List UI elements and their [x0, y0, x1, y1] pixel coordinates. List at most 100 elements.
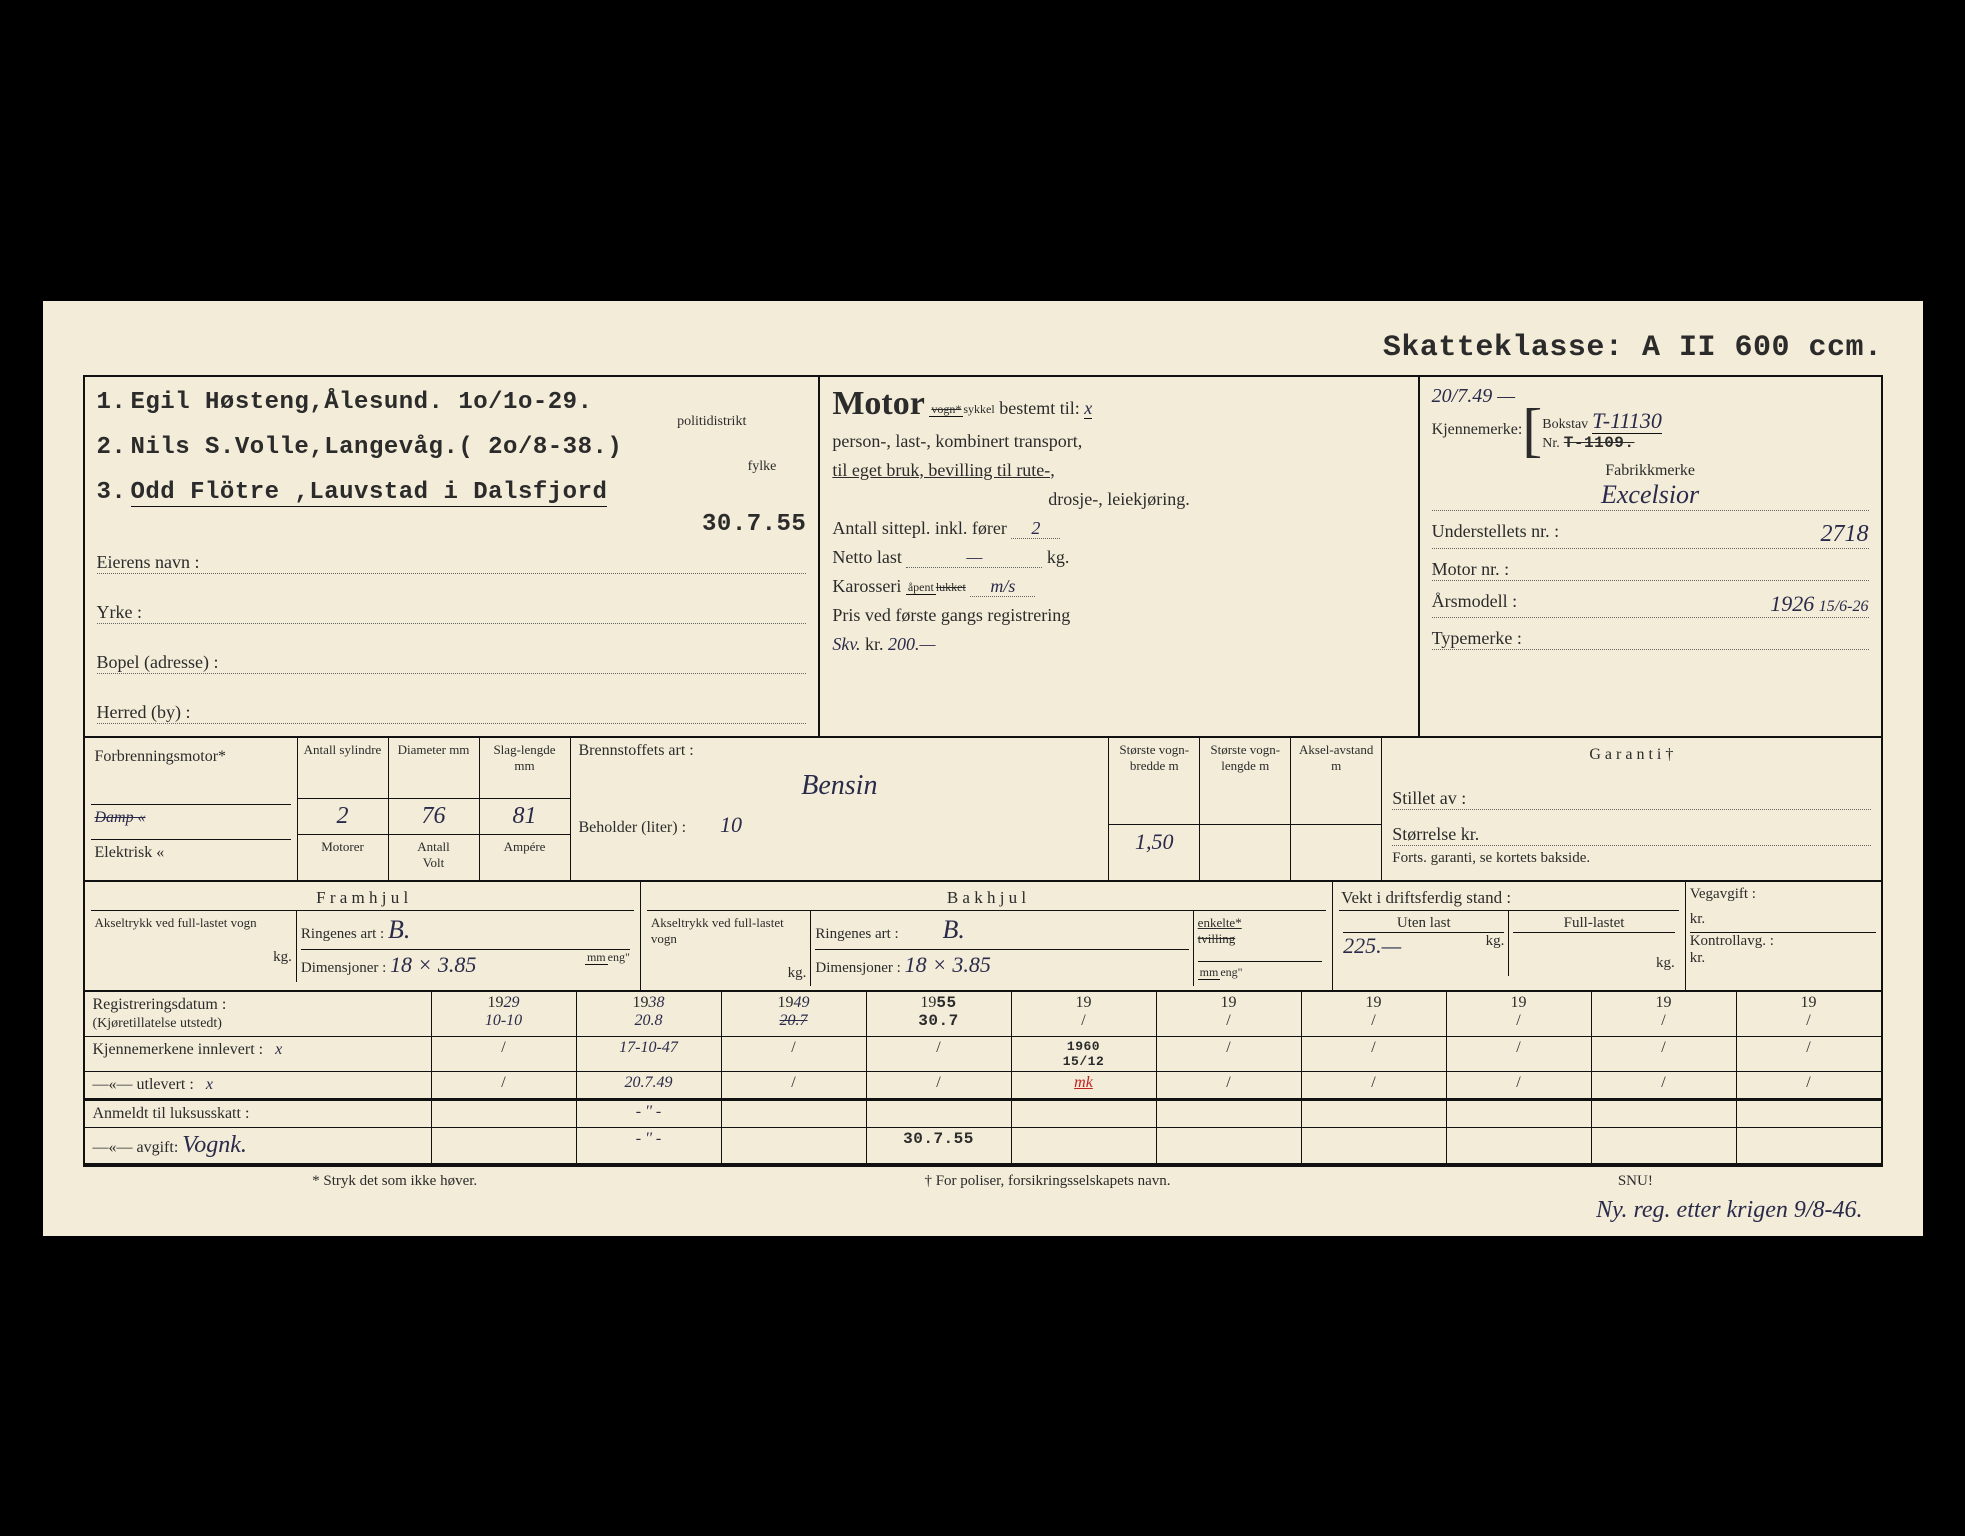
fylke-label: fylke: [97, 459, 807, 475]
beholder-label: Beholder (liter) :: [579, 819, 687, 836]
sittepl-label: Antall sittepl. inkl. fører: [832, 518, 1006, 538]
fabrikkmerke-label: Fabrikkmerke: [1432, 462, 1869, 480]
bredde-val: 1,50: [1109, 825, 1199, 859]
tvilling-label: tvilling: [1198, 931, 1322, 947]
ringenes-b-val: B.: [902, 915, 964, 944]
wheels-section: F r a m h j u l Akseltrykk ved full-last…: [85, 882, 1881, 992]
stillet-label: Stillet av :: [1392, 788, 1466, 808]
y-6: 19/: [1302, 992, 1447, 1036]
r2-3: /: [867, 1037, 1012, 1071]
lukket-label: lukket: [936, 580, 966, 594]
owner-3-num: 3.: [97, 479, 131, 506]
pris-pre: Skv.: [832, 634, 860, 654]
vekt-head: Vekt i driftsferdig stand :: [1339, 886, 1679, 911]
r3-7: /: [1447, 1072, 1592, 1098]
date-top: 20/7.49 —: [1432, 385, 1869, 408]
owner-2: Nils S.Volle,Langevåg.( 2o/8-38.): [131, 434, 623, 461]
motorer-label: Motorer: [298, 835, 388, 867]
r5-5: [1157, 1128, 1302, 1163]
reg-label: Registreringsdatum :: [93, 996, 227, 1013]
r4-7: [1447, 1101, 1592, 1127]
engine-type-labels: Forbrenningsmotor* Damp « Elektrisk «: [85, 738, 298, 880]
ringenes-f-label: Ringenes art :: [301, 926, 384, 942]
r5-4: [1012, 1128, 1157, 1163]
motor-column: Motor vogn*sykkel bestemt til: x person-…: [820, 377, 1419, 736]
dim-b-label: Dimensjoner :: [815, 960, 900, 976]
pris-label: Pris ved første gangs registrering: [832, 605, 1405, 626]
snu-note: SNU!: [1618, 1173, 1653, 1190]
kr-1: kr.: [1690, 911, 1877, 928]
nr-val: T-1109.: [1564, 434, 1635, 452]
r4-0: [432, 1101, 577, 1127]
dim-b-val: 18 × 3.85: [905, 952, 991, 977]
mm-f: mm: [585, 950, 608, 965]
motor-heading: Motor vogn*sykkel bestemt til: x: [832, 385, 1405, 423]
lengde-label: Største vogn-lengde m: [1200, 738, 1290, 825]
r3-2: /: [722, 1072, 867, 1098]
vegavgift-label: Vegavgift :: [1690, 886, 1877, 903]
bokstav-val: T-11130: [1592, 408, 1662, 434]
innlevert-label: Kjennemerkene innlevert :: [93, 1041, 264, 1058]
kontroll-label: Kontrollavg. :: [1690, 932, 1877, 950]
bakhjul-head: B a k h j u l: [647, 886, 1326, 911]
r2-1: 17-10-47: [577, 1037, 722, 1071]
slaglengde-label: Slag-lengde mm: [480, 738, 570, 799]
bestemt-label: bestemt til:: [999, 398, 1080, 418]
r3-6: /: [1302, 1072, 1447, 1098]
ringenes-f-val: B.: [388, 915, 410, 944]
slaglengde-val: 81: [480, 799, 570, 835]
understell-val: 2718: [1821, 521, 1869, 548]
r4-2: [722, 1101, 867, 1127]
r2-6: /: [1302, 1037, 1447, 1071]
r4-9: [1737, 1101, 1881, 1127]
owner-1: Egil Høsteng,Ålesund. 1o/1o-29.: [131, 389, 593, 416]
engine-section: Forbrenningsmotor* Damp « Elektrisk « An…: [85, 738, 1881, 882]
framhjul-head: F r a m h j u l: [91, 886, 634, 911]
y-5: 19/: [1157, 992, 1302, 1036]
enkelte-label: enkelte*: [1198, 915, 1322, 931]
bottom-handwritten: Ny. reg. etter krigen 9/8-46.: [1596, 1197, 1862, 1224]
motor-word: Motor: [832, 385, 925, 422]
kg-f: kg.: [95, 949, 292, 966]
vogn-label: vogn*: [929, 402, 963, 417]
kg-u: kg.: [1486, 933, 1505, 950]
avgift-label: —«— avgift:: [93, 1139, 179, 1156]
bestemt-val: x: [1084, 398, 1092, 419]
kg-b: kg.: [651, 965, 807, 982]
owner-2-num: 2.: [97, 434, 131, 461]
r3-1: 20.7.49: [577, 1072, 722, 1098]
y-7: 19/: [1447, 992, 1592, 1036]
politidistrikt-label: politidistrikt: [97, 414, 807, 430]
motor-nr-label: Motor nr. :: [1432, 559, 1510, 580]
owner-3: Odd Flötre ,Lauvstad i Dalsfjord: [131, 479, 608, 507]
karosseri-val: m/s: [970, 576, 1035, 597]
x1: x: [275, 1041, 282, 1058]
elektrisk-label: Elektrisk «: [91, 840, 291, 874]
r4-5: [1157, 1101, 1302, 1127]
top-section: 1.Egil Høsteng,Ålesund. 1o/1o-29. politi…: [85, 377, 1881, 738]
aarsmodell-val: 1926: [1770, 591, 1814, 616]
aapent-label: åpent: [906, 580, 936, 595]
volt-label: Volt: [423, 855, 444, 870]
brace-icon: [: [1522, 410, 1542, 450]
y-4: 19/: [1012, 992, 1157, 1036]
r2-8: /: [1592, 1037, 1737, 1071]
antall-syl-label: Antall sylindre: [298, 738, 388, 799]
sykkel-label: sykkel: [963, 402, 994, 416]
r2-0: /: [432, 1037, 577, 1071]
r2-9: /: [1737, 1037, 1881, 1071]
y-8: 19/: [1592, 992, 1737, 1036]
r5-6: [1302, 1128, 1447, 1163]
eierens-navn-label: Eierens navn :: [97, 552, 200, 572]
y-3: 195530.7: [867, 992, 1012, 1036]
aarsmodell-val2: 15/6-26: [1819, 598, 1869, 615]
yrke-label: Yrke :: [97, 602, 142, 622]
herred-label: Herred (by) :: [97, 702, 191, 722]
r4-8: [1592, 1101, 1737, 1127]
main-frame: 1.Egil Høsteng,Ålesund. 1o/1o-29. politi…: [83, 375, 1883, 1167]
owner-1-num: 1.: [97, 389, 131, 416]
r5-1: - '' -: [577, 1128, 722, 1163]
utlevert-label: —«— utlevert :: [93, 1076, 194, 1093]
footnotes: * Stryk det som ikke høver. † For polise…: [83, 1167, 1883, 1196]
skatteklasse-label: Skatteklasse:: [1383, 331, 1624, 365]
